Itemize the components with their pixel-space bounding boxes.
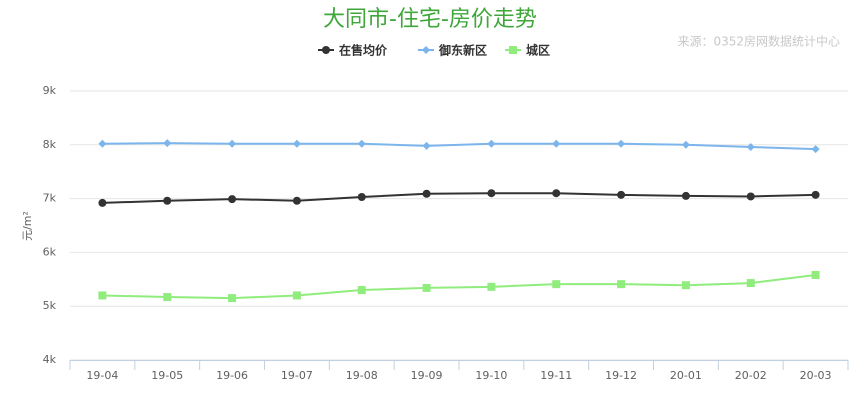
x-tick-label: 19-06 <box>216 369 248 382</box>
x-tick-label: 19-09 <box>411 369 443 382</box>
x-tick-label: 19-07 <box>281 369 313 382</box>
point <box>746 279 755 288</box>
point <box>228 139 237 148</box>
point <box>422 141 431 150</box>
point <box>292 291 301 300</box>
y-tick-label: 8k <box>43 138 57 151</box>
point <box>552 189 561 198</box>
point <box>98 291 107 300</box>
x-tick-label: 19-10 <box>475 369 507 382</box>
point <box>746 142 755 151</box>
point <box>357 139 366 148</box>
point <box>681 191 690 200</box>
point <box>98 139 107 148</box>
point <box>617 190 626 199</box>
x-tick-label: 19-05 <box>151 369 183 382</box>
point <box>681 281 690 290</box>
point <box>552 280 561 289</box>
point <box>422 189 431 198</box>
point <box>163 293 172 302</box>
point <box>163 139 172 148</box>
point <box>292 139 301 148</box>
source: 来源：0352房网数据统计中心 <box>677 34 840 49</box>
legend-label: 在售均价 <box>339 43 388 58</box>
point <box>98 198 107 207</box>
point <box>487 189 496 198</box>
x-tick-label: 20-03 <box>800 369 832 382</box>
point <box>617 139 626 148</box>
point <box>552 139 561 148</box>
x-tick-label: 20-01 <box>670 369 702 382</box>
line <box>102 142 816 151</box>
point <box>681 140 690 149</box>
y-tick-label: 9k <box>43 84 57 97</box>
legend-label: 城区 <box>526 43 550 58</box>
point <box>487 282 496 291</box>
point <box>746 192 755 201</box>
y-tick-label: 5k <box>43 299 57 312</box>
point <box>811 190 820 199</box>
x-tick-label: 19-11 <box>540 369 572 382</box>
point <box>617 280 626 289</box>
point <box>228 294 237 303</box>
point <box>811 270 820 279</box>
point <box>228 195 237 204</box>
x-tick-label: 20-02 <box>735 369 767 382</box>
point <box>422 283 431 292</box>
point <box>292 196 301 205</box>
point <box>422 46 430 54</box>
point <box>509 46 517 54</box>
point <box>357 286 366 295</box>
point <box>322 46 330 54</box>
point <box>357 192 366 201</box>
y-axis-label: 元/m² <box>21 211 34 241</box>
line <box>102 192 816 204</box>
x-tick-label: 19-12 <box>605 369 637 382</box>
y-tick-label: 7k <box>43 192 57 205</box>
x-tick-label: 19-08 <box>346 369 378 382</box>
y-tick-label: 4k <box>43 353 57 366</box>
point <box>163 196 172 205</box>
legend-label: 御东新区 <box>438 43 487 58</box>
line <box>102 274 816 300</box>
x-tick-label: 19-04 <box>86 369 118 382</box>
y-tick-label: 6k <box>43 245 57 258</box>
point <box>487 139 496 148</box>
chart-title: 大同市-住宅-房价走势 <box>323 7 537 32</box>
point <box>811 145 820 154</box>
